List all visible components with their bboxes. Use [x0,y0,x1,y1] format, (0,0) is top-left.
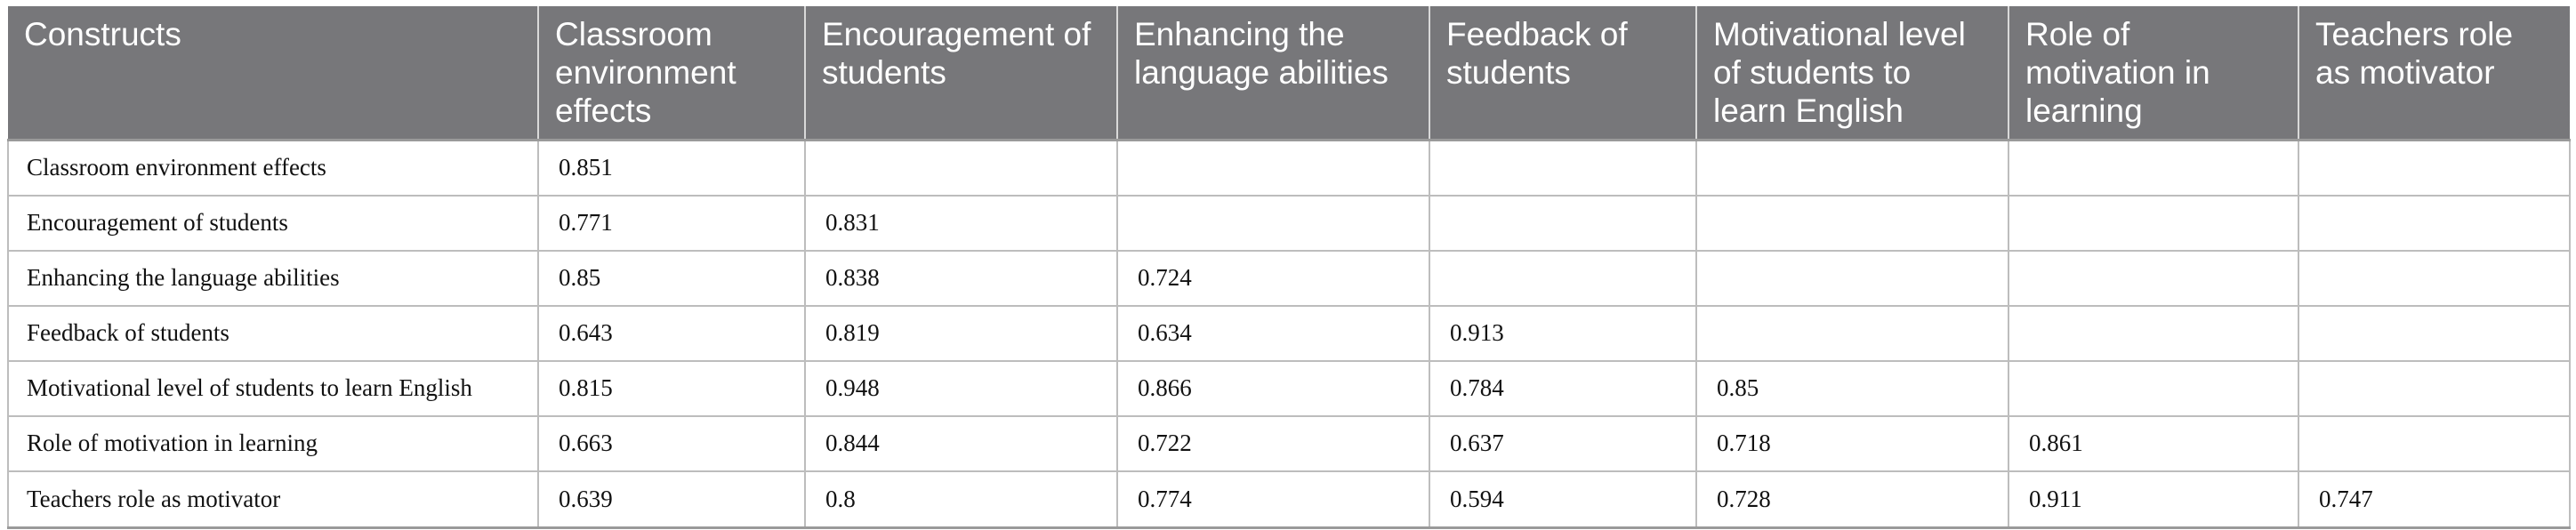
table-cell: 0.637 [1429,415,1697,472]
table-cell [2008,305,2299,362]
row-label: Classroom environment effects [7,140,539,197]
table-cell: 0.838 [805,250,1118,307]
table-cell: 0.594 [1429,470,1697,529]
row-label: Enhancing the language abilities [7,250,539,307]
table-cell: 0.844 [805,415,1118,472]
header-cell-encouragement-of-students: Encouragement of students [805,6,1118,141]
table-row: Enhancing the language abilities 0.85 0.… [7,250,2571,307]
table-cell [1429,140,1697,197]
table-row: Teachers role as motivator 0.639 0.8 0.7… [7,470,2571,529]
row-label: Role of motivation in learning [7,415,539,472]
table-cell: 0.8 [805,470,1118,529]
table-cell [1696,305,2009,362]
header-cell-role-of-motivation: Role of motivation in learning [2008,6,2299,141]
table-cell: 0.85 [1696,360,2009,417]
table-cell [2298,305,2571,362]
table-cell [1696,140,2009,197]
header-cell-constructs: Constructs [8,6,539,141]
header-cell-feedback-of-students: Feedback of students [1429,6,1697,141]
table-cell: 0.724 [1117,250,1430,307]
table-row: Encouragement of students 0.771 0.831 [7,195,2571,252]
table-row: Role of motivation in learning 0.663 0.8… [7,415,2571,472]
table-cell [2008,195,2299,252]
table-cell: 0.643 [538,305,806,362]
table-cell: 0.663 [538,415,806,472]
table-cell [1429,195,1697,252]
table-cell: 0.851 [538,140,806,197]
table-cell: 0.747 [2298,470,2571,529]
table-row: Classroom environment effects 0.851 [7,140,2571,197]
table-cell: 0.948 [805,360,1118,417]
table-header: Constructs Classroom environment effects… [8,6,2570,141]
header-cell-classroom-environment-effects: Classroom environment effects [538,6,806,141]
table-cell: 0.866 [1117,360,1430,417]
table-cell [2298,415,2571,472]
discriminant-validity-table: Constructs Classroom environment effects… [7,6,2571,529]
table-cell: 0.861 [2008,415,2299,472]
row-label: Teachers role as motivator [7,470,539,529]
row-label: Encouragement of students [7,195,539,252]
table-body: Classroom environment effects 0.851 Enco… [7,140,2571,529]
table-cell: 0.911 [2008,470,2299,529]
table-cell [1696,195,2009,252]
table-cell: 0.639 [538,470,806,529]
table-cell [2298,250,2571,307]
table-cell: 0.815 [538,360,806,417]
table-cell: 0.831 [805,195,1118,252]
table-cell [2008,360,2299,417]
table-cell: 0.771 [538,195,806,252]
table-row: Feedback of students 0.643 0.819 0.634 0… [7,305,2571,362]
row-label: Motivational level of students to learn … [7,360,539,417]
table-cell [2008,140,2299,197]
header-cell-motivational-level: Motivational level of students to learn … [1696,6,2009,141]
table-cell: 0.913 [1429,305,1697,362]
table-cell: 0.774 [1117,470,1430,529]
table-cell [1117,195,1430,252]
table-cell: 0.634 [1117,305,1430,362]
table-cell: 0.728 [1696,470,2009,529]
table-cell [2008,250,2299,307]
table-cell [2298,360,2571,417]
table-cell [2298,140,2571,197]
row-label: Feedback of students [7,305,539,362]
table-cell: 0.819 [805,305,1118,362]
table-cell [1429,250,1697,307]
table-cell [805,140,1118,197]
table-cell [1696,250,2009,307]
table-row: Motivational level of students to learn … [7,360,2571,417]
table-cell: 0.718 [1696,415,2009,472]
table-cell: 0.85 [538,250,806,307]
table-cell [2298,195,2571,252]
header-row: Constructs Classroom environment effects… [8,6,2570,141]
header-cell-enhancing-language-abilities: Enhancing the language abilities [1117,6,1430,141]
table-cell [1117,140,1430,197]
table-cell: 0.722 [1117,415,1430,472]
table-cell: 0.784 [1429,360,1697,417]
header-cell-teachers-role: Teachers role as motivator [2298,6,2570,141]
discriminant-validity-table-container: Constructs Classroom environment effects… [7,6,2571,529]
